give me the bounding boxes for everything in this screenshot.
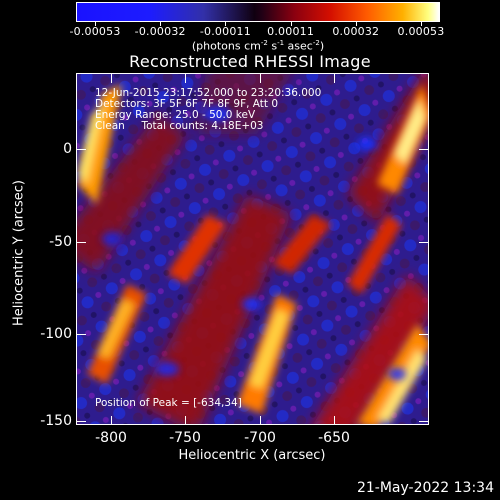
energy-range-text: Energy Range: 25.0 - 50.0 keV [95, 109, 256, 121]
colorbar-tick-label: -0.00011 [199, 25, 251, 38]
x-axis-tick [260, 74, 261, 83]
colorbar-tick [95, 22, 96, 26]
clean-total-counts-text: Clean Total counts: 4.18E+03 [95, 120, 264, 132]
y-axis-tick [77, 242, 86, 243]
y-axis-tick [419, 149, 428, 150]
colorbar-tick [290, 22, 292, 26]
x-axis-tick-label: -650 [318, 430, 350, 446]
colorbar-tick-label: 0.00053 [397, 25, 445, 38]
x-axis-tick-label: -700 [244, 430, 276, 446]
colorbar-tick [421, 22, 422, 26]
colorbar-units-label: (photons cm-2 s-1 asec-2) [191, 39, 325, 53]
y-axis-tick [77, 149, 86, 150]
y-axis-tick [419, 242, 428, 243]
x-axis-tick [260, 416, 261, 425]
y-axis-tick-label: -100 [40, 326, 72, 342]
y-axis-tick [77, 421, 86, 422]
colorbar-tick [160, 22, 162, 26]
peak-position-text: Position of Peak = [-634,34] [95, 397, 242, 409]
colorbar-tick-label: 0.00011 [267, 25, 315, 38]
y-axis-tick [419, 421, 428, 422]
x-axis-title: Heliocentric X (arcsec) [178, 448, 326, 463]
colorbar-tick-label: -0.00032 [134, 25, 186, 38]
colorbar-tick [355, 22, 357, 26]
x-axis-tick [334, 74, 335, 83]
detectors-text: Detectors: 3F 5F 6F 7F 8F 9F, Att 0 [95, 98, 279, 110]
plot-title: Reconstructed RHESSI Image [129, 52, 371, 71]
colorbar [76, 2, 440, 22]
x-axis-tick [185, 74, 186, 83]
colorbar-tick [225, 22, 227, 26]
y-axis-tick-label: -150 [40, 413, 72, 429]
timestamp: 21-May-2022 13:34 [356, 480, 494, 496]
colorbar-tick-label: 0.00032 [332, 25, 380, 38]
x-axis-tick-label: -750 [169, 430, 201, 446]
colorbar-tick-label: -0.00053 [69, 25, 121, 38]
x-axis-tick [185, 416, 186, 425]
y-axis-tick [77, 334, 86, 335]
x-axis-tick [111, 74, 112, 83]
x-axis-tick-label: -800 [95, 430, 127, 446]
y-axis-title: Heliocentric Y (arcsec) [11, 180, 27, 326]
y-axis-tick-label: -50 [49, 234, 72, 250]
x-axis-tick [334, 416, 335, 425]
x-axis-tick [111, 416, 112, 425]
rhessi-image-map [77, 74, 428, 424]
image-plot-area[interactable]: 12-Jun-2015 23:17:52.000 to 23:20:36.000… [76, 73, 429, 425]
y-axis-tick [419, 334, 428, 335]
y-axis-tick-label: 0 [63, 141, 72, 157]
time-range-text: 12-Jun-2015 23:17:52.000 to 23:20:36.000 [95, 87, 322, 99]
